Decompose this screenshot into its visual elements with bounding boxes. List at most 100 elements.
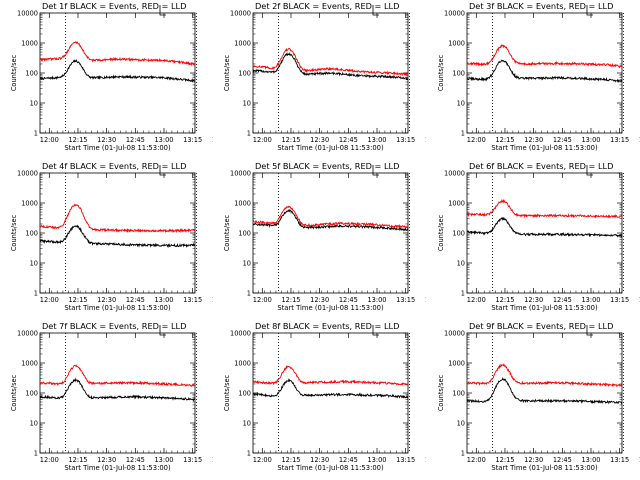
x-tick-label: 13:15 — [610, 136, 629, 144]
x-tick-label: 12:30 — [310, 136, 329, 144]
y-axis-label: Counts/sec — [437, 214, 445, 251]
x-axis-label: Start Time (01-Jul-08 11:53:00) — [491, 144, 598, 152]
x-axis-label: Start Time (01-Jul-08 11:53:00) — [64, 304, 171, 312]
series-lld-line — [253, 365, 408, 386]
x-tick-label: 12:00 — [467, 296, 486, 304]
y-tick-label: 1000 — [234, 40, 251, 48]
x-tick-label: 12:00 — [467, 456, 486, 464]
x-tick-label: 12:00 — [253, 296, 272, 304]
y-tick-label: 10000 — [230, 170, 251, 178]
detector-panel-8: Det 8f BLACK = Events, RED = LLD 1 10 100 10… — [213, 320, 426, 480]
y-axis-label: Counts/sec — [223, 214, 231, 251]
series-events-line — [253, 378, 408, 400]
series-lld-line — [467, 44, 622, 69]
x-axis-label: Start Time (01-Jul-08 11:53:00) — [277, 144, 384, 152]
y-tick-label: 10000 — [444, 10, 465, 18]
series-events-line — [253, 52, 408, 81]
chart-svg: Det 5f BLACK = Events, RED = LLD 1 10 100 10… — [223, 161, 426, 312]
x-tick-label: 12:45 — [339, 456, 358, 464]
x-tick-label: 13:30 — [212, 456, 213, 464]
series-lld-line — [40, 41, 195, 67]
detector-panel-1: Det 1f BLACK = Events, RED = LLD 1 10 100 10… — [0, 0, 213, 160]
y-tick-label: 1000 — [448, 40, 465, 48]
y-tick-label: 100 — [452, 230, 465, 238]
y-axis-label: Counts/sec — [437, 54, 445, 91]
x-tick-label: 13:00 — [154, 456, 173, 464]
x-tick-label: 12:45 — [553, 136, 572, 144]
detector-panel-7: Det 7f BLACK = Events, RED = LLD 1 10 100 10… — [0, 320, 213, 480]
y-tick-label: 100 — [25, 390, 38, 398]
x-tick-label: 13:15 — [183, 456, 202, 464]
y-tick-label: 1 — [247, 450, 251, 458]
x-tick-label: 13:15 — [183, 136, 202, 144]
chart-title: Det 3f BLACK = Events, RED = LLD — [469, 1, 613, 11]
y-tick-label: 100 — [452, 70, 465, 78]
x-tick-label: 13:00 — [367, 456, 386, 464]
y-tick-label: 1 — [247, 290, 251, 298]
y-tick-label: 1000 — [21, 40, 38, 48]
detector-panel-6: Det 6f BLACK = Events, RED = LLD 1 10 100 10… — [427, 160, 640, 320]
chart-svg: Det 4f BLACK = Events, RED = LLD 1 10 100 10… — [10, 161, 213, 312]
x-tick-label: 13:00 — [581, 456, 600, 464]
series-events-line — [40, 377, 195, 402]
detector-panel-9: Det 9f BLACK = Events, RED = LLD 1 10 100 10… — [427, 320, 640, 480]
plot-frame — [39, 12, 196, 134]
series-lld-line — [467, 363, 622, 388]
x-tick-label: 12:45 — [553, 456, 572, 464]
y-tick-label: 1000 — [21, 360, 38, 368]
y-tick-label: 10 — [457, 100, 465, 108]
x-axis-label: Start Time (01-Jul-08 11:53:00) — [277, 304, 384, 312]
x-tick-label: 13:00 — [581, 296, 600, 304]
x-axis-label: Start Time (01-Jul-08 11:53:00) — [64, 464, 171, 472]
series-events-line — [467, 59, 622, 84]
y-tick-label: 10000 — [444, 170, 465, 178]
y-tick-label: 1 — [34, 450, 38, 458]
y-tick-label: 10 — [30, 420, 38, 428]
y-tick-label: 100 — [238, 230, 251, 238]
x-tick-label: 12:00 — [40, 456, 59, 464]
x-tick-label: 13:15 — [610, 456, 629, 464]
x-tick-label: 13:30 — [639, 456, 640, 464]
series-lld-line — [253, 47, 408, 77]
x-tick-label: 12:30 — [524, 456, 543, 464]
y-tick-label: 100 — [25, 70, 38, 78]
x-tick-label: 12:30 — [97, 136, 116, 144]
chart-svg: Det 2f BLACK = Events, RED = LLD 1 10 100 10… — [223, 1, 426, 152]
chart-svg: Det 6f BLACK = Events, RED = LLD 1 10 100 10… — [437, 161, 640, 312]
x-tick-label: 13:30 — [639, 296, 640, 304]
x-tick-label: 12:30 — [524, 296, 543, 304]
x-tick-label: 12:15 — [281, 296, 300, 304]
x-tick-label: 12:45 — [126, 456, 145, 464]
x-axis-label: Start Time (01-Jul-08 11:53:00) — [277, 464, 384, 472]
y-axis-label: Counts/sec — [223, 54, 231, 91]
y-tick-label: 1000 — [448, 200, 465, 208]
y-tick-label: 1000 — [448, 360, 465, 368]
y-axis-label: Counts/sec — [10, 54, 18, 91]
series-events-line — [253, 209, 408, 232]
y-tick-label: 1 — [34, 290, 38, 298]
y-tick-label: 1 — [461, 290, 465, 298]
y-tick-label: 10 — [457, 420, 465, 428]
x-tick-label: 12:30 — [524, 136, 543, 144]
y-tick-label: 1 — [34, 130, 38, 138]
y-tick-label: 10000 — [230, 10, 251, 18]
x-tick-label: 12:45 — [339, 296, 358, 304]
y-tick-label: 10000 — [17, 170, 38, 178]
plot-frame — [39, 332, 196, 454]
y-tick-label: 10000 — [17, 10, 38, 18]
chart-title: Det 1f BLACK = Events, RED = LLD — [42, 1, 186, 11]
plot-frame — [466, 172, 623, 294]
series-lld-line — [40, 364, 195, 388]
x-tick-label: 12:00 — [253, 136, 272, 144]
x-tick-label: 13:30 — [425, 296, 426, 304]
detector-panel-3: Det 3f BLACK = Events, RED = LLD 1 10 100 10… — [427, 0, 640, 160]
series-events-line — [40, 224, 195, 249]
chart-svg: Det 8f BLACK = Events, RED = LLD 1 10 100 10… — [223, 321, 426, 472]
chart-title: Det 8f BLACK = Events, RED = LLD — [255, 321, 399, 331]
y-axis-label: Counts/sec — [10, 374, 18, 411]
y-axis-label: Counts/sec — [10, 214, 18, 251]
x-tick-label: 12:15 — [495, 296, 514, 304]
x-tick-label: 12:15 — [68, 296, 87, 304]
x-tick-label: 13:15 — [396, 136, 415, 144]
plot-frame — [39, 172, 196, 294]
